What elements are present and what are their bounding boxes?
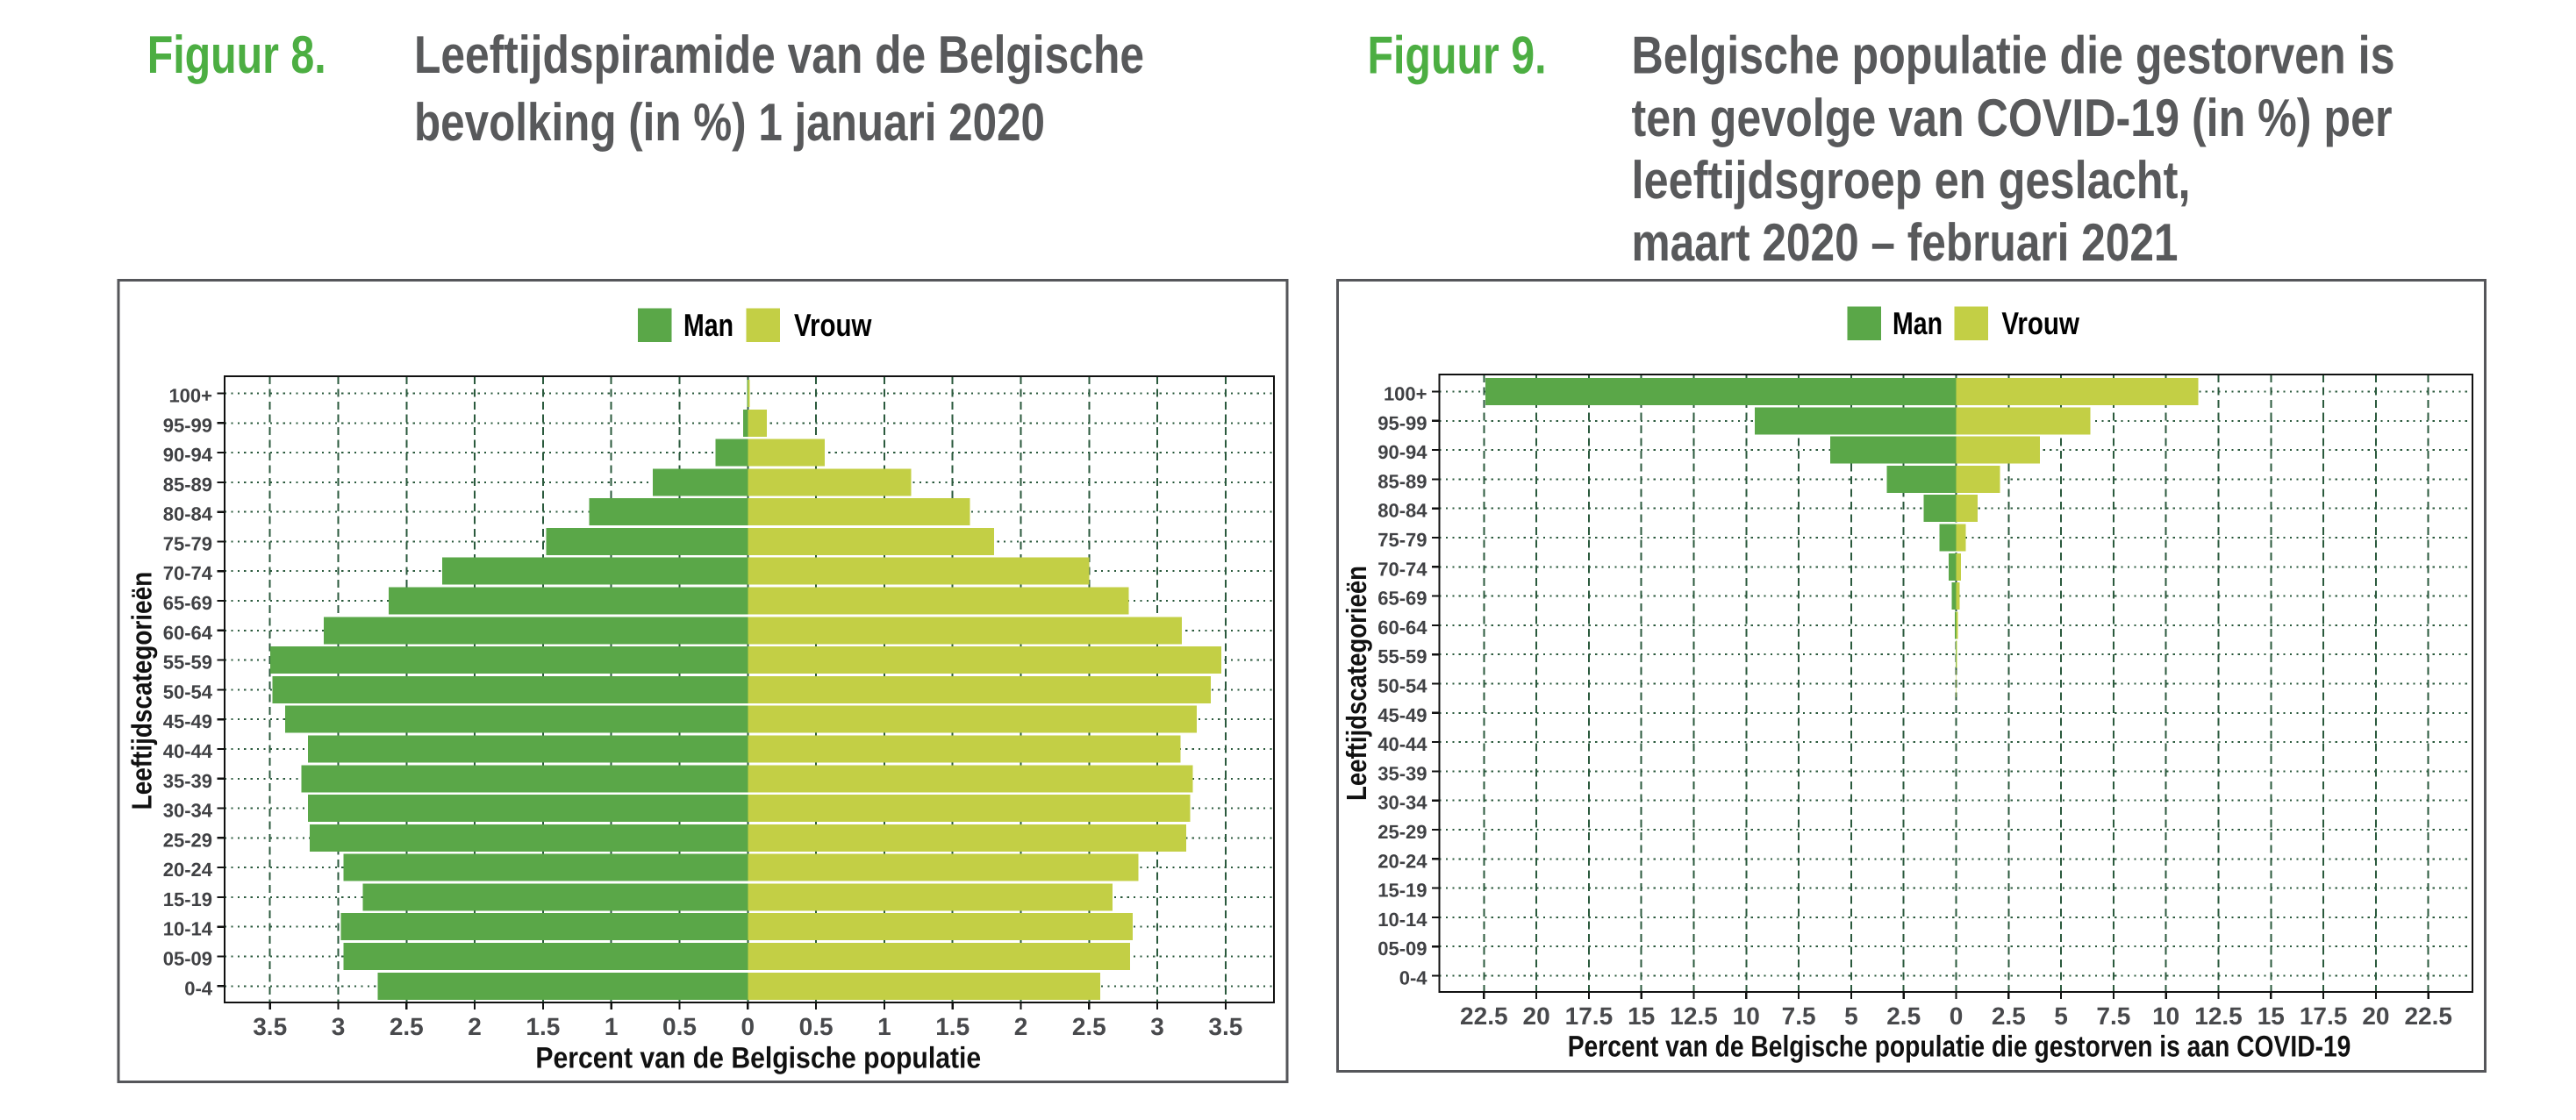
svg-text:0.5: 0.5 [799,1013,834,1040]
svg-text:10: 10 [1733,1002,1760,1030]
svg-text:3.5: 3.5 [253,1013,287,1040]
svg-text:20-24: 20-24 [1377,850,1428,872]
svg-text:50-54: 50-54 [1377,675,1428,697]
svg-text:35-39: 35-39 [163,770,212,792]
svg-text:5: 5 [1844,1002,1858,1030]
svg-text:60-64: 60-64 [163,622,213,644]
svg-text:leeftijdsgroep en geslacht,: leeftijdsgroep en geslacht, [1632,150,2191,210]
svg-text:35-39: 35-39 [1377,762,1427,784]
svg-text:100+: 100+ [1384,383,1428,405]
svg-text:7.5: 7.5 [1782,1002,1816,1030]
svg-text:80-84: 80-84 [163,503,213,525]
svg-text:30-34: 30-34 [163,800,213,822]
svg-text:Belgische populatie die gestor: Belgische populatie die gestorven is [1632,25,2395,84]
svg-text:17.5: 17.5 [1565,1002,1614,1030]
svg-text:2.5: 2.5 [1072,1013,1106,1040]
svg-text:2: 2 [1014,1013,1028,1040]
svg-text:0: 0 [1950,1002,1964,1030]
svg-text:05-09: 05-09 [163,948,212,970]
svg-text:0-4: 0-4 [184,977,213,999]
svg-text:40-44: 40-44 [1377,733,1428,755]
svg-text:12.5: 12.5 [1670,1002,1718,1030]
svg-text:85-89: 85-89 [163,474,212,496]
svg-text:65-69: 65-69 [163,592,212,614]
svg-text:15-19: 15-19 [1377,880,1427,902]
svg-text:1.5: 1.5 [935,1013,970,1040]
svg-text:55-59: 55-59 [1377,646,1427,667]
svg-text:70-74: 70-74 [1377,558,1428,580]
svg-text:95-99: 95-99 [163,414,212,436]
svg-text:bevolking (in %) 1 januari 202: bevolking (in %) 1 januari 2020 [414,92,1045,152]
svg-text:Man: Man [683,307,733,343]
svg-text:Figuur 9.: Figuur 9. [1368,25,1547,84]
svg-text:ten gevolge van COVID-19 (in %: ten gevolge van COVID-19 (in %) per [1632,88,2393,147]
svg-text:1.5: 1.5 [526,1013,560,1040]
svg-text:95-99: 95-99 [1377,412,1427,434]
svg-text:Figuur 8.: Figuur 8. [147,25,326,84]
svg-text:Vrouw: Vrouw [2001,305,2079,341]
svg-text:100+: 100+ [168,385,212,407]
svg-text:3.5: 3.5 [1208,1013,1242,1040]
svg-text:5: 5 [2054,1002,2068,1030]
svg-text:22.5: 22.5 [1460,1002,1508,1030]
svg-text:30-34: 30-34 [1377,792,1428,814]
svg-text:15-19: 15-19 [163,888,212,910]
svg-text:Man: Man [1893,305,1943,341]
svg-text:60-64: 60-64 [1377,617,1428,638]
svg-text:17.5: 17.5 [2300,1002,2348,1030]
svg-text:3: 3 [1150,1013,1164,1040]
svg-text:85-89: 85-89 [1377,470,1427,492]
svg-text:40-44: 40-44 [163,740,213,762]
svg-text:75-79: 75-79 [163,533,212,555]
svg-text:45-49: 45-49 [163,710,212,732]
svg-text:Leeftijdscategorieën: Leeftijdscategorieën [126,572,158,810]
svg-text:90-94: 90-94 [163,444,213,466]
svg-text:7.5: 7.5 [2096,1002,2130,1030]
svg-text:65-69: 65-69 [1377,588,1427,610]
svg-text:2: 2 [468,1013,482,1040]
svg-text:3: 3 [332,1013,346,1040]
svg-text:0-4: 0-4 [1399,967,1428,989]
svg-text:10: 10 [2152,1002,2179,1030]
svg-text:25-29: 25-29 [163,829,212,851]
svg-text:Percent van de Belgische popul: Percent van de Belgische populatie [535,1041,981,1074]
svg-text:20-24: 20-24 [163,859,213,881]
svg-text:Leeftijdscategorieën: Leeftijdscategorieën [1341,566,1372,801]
svg-text:maart 2020 – februari 2021: maart 2020 – februari 2021 [1632,212,2179,272]
svg-text:25-29: 25-29 [1377,821,1427,843]
svg-text:20: 20 [1523,1002,1550,1030]
svg-text:2.5: 2.5 [1886,1002,1921,1030]
svg-text:2.5: 2.5 [390,1013,424,1040]
svg-text:15: 15 [2258,1002,2285,1030]
svg-text:Percent van de Belgische popul: Percent van de Belgische populatie die g… [1568,1031,2351,1064]
svg-text:2.5: 2.5 [1992,1002,2026,1030]
svg-text:1: 1 [605,1013,619,1040]
svg-text:12.5: 12.5 [2194,1002,2243,1030]
svg-text:55-59: 55-59 [163,652,212,674]
svg-text:Vrouw: Vrouw [794,307,872,343]
svg-text:0.5: 0.5 [662,1013,697,1040]
svg-text:20: 20 [2362,1002,2389,1030]
svg-text:75-79: 75-79 [1377,529,1427,551]
svg-text:1: 1 [877,1013,891,1040]
svg-text:15: 15 [1628,1002,1655,1030]
svg-text:Leeftijdspiramide van de Belgi: Leeftijdspiramide van de Belgische [414,25,1144,84]
svg-text:22.5: 22.5 [2404,1002,2452,1030]
svg-text:10-14: 10-14 [1377,909,1428,931]
svg-text:10-14: 10-14 [163,918,213,940]
svg-text:45-49: 45-49 [1377,704,1427,726]
svg-text:05-09: 05-09 [1377,938,1427,959]
svg-text:70-74: 70-74 [163,562,213,584]
svg-text:50-54: 50-54 [163,681,213,703]
svg-text:0: 0 [741,1013,755,1040]
svg-text:80-84: 80-84 [1377,500,1428,522]
svg-text:90-94: 90-94 [1377,441,1428,463]
